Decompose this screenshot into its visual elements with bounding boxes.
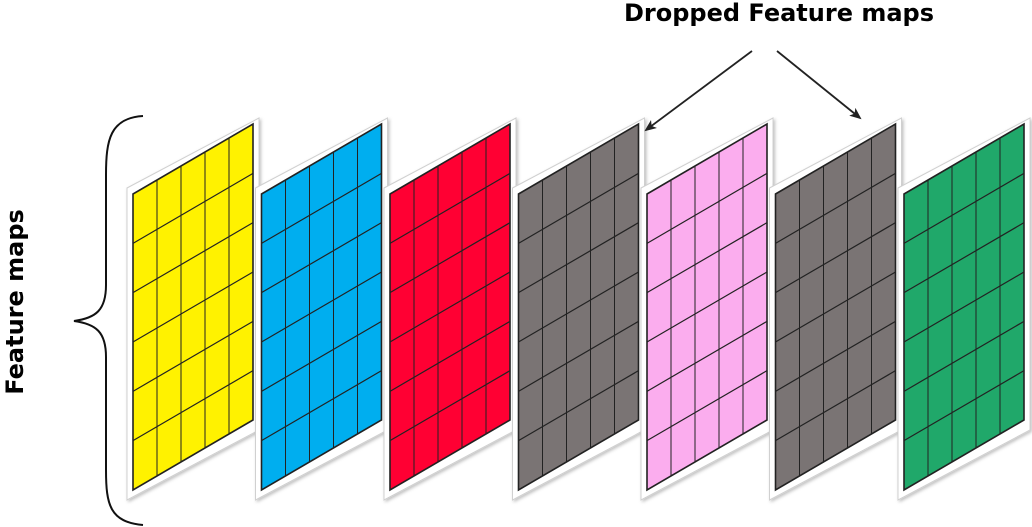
grid-row-line xyxy=(261,320,382,392)
left-brace-icon xyxy=(73,115,144,526)
grid-row-line xyxy=(646,370,768,442)
dropped-feature-maps-label: Dropped Feature maps xyxy=(624,0,934,27)
grid-row-line xyxy=(132,370,254,442)
grid-row-line xyxy=(518,320,639,392)
grid-row-line xyxy=(646,172,768,244)
grid-row-line xyxy=(903,370,1025,442)
arrow-to-dropped-map-2 xyxy=(776,50,862,120)
grid-row-line xyxy=(775,222,896,294)
feature-map-blue xyxy=(255,117,388,501)
grid-row-line xyxy=(518,370,639,442)
feature-map-yellow xyxy=(126,117,260,501)
grid-row-line xyxy=(132,222,254,294)
feature-map-pink xyxy=(640,117,774,501)
feature-map-red xyxy=(383,117,517,501)
grid-row-line xyxy=(389,370,511,442)
grid-row-line xyxy=(775,172,896,244)
grid-row-line xyxy=(646,271,768,343)
grid-row-line xyxy=(518,271,639,343)
grid-row-line xyxy=(518,172,639,244)
grid-row-line xyxy=(775,271,896,343)
grid-row-line xyxy=(132,320,254,392)
grid-row-line xyxy=(261,271,382,343)
grid-row-line xyxy=(261,370,382,442)
feature-map-gray-2 xyxy=(769,117,902,501)
grid-row-line xyxy=(903,172,1025,244)
grid-row-line xyxy=(775,370,896,442)
grid-row-line xyxy=(775,320,896,392)
grid-row-line xyxy=(261,222,382,294)
feature-maps-label: Feature maps xyxy=(1,209,29,395)
grid-row-line xyxy=(903,271,1025,343)
grid-row-line xyxy=(646,222,768,294)
grid-row-line xyxy=(389,271,511,343)
grid-row-line xyxy=(903,320,1025,392)
grid-row-line xyxy=(389,222,511,294)
grid-row-line xyxy=(389,172,511,244)
feature-map-gray xyxy=(512,117,645,501)
feature-map-green xyxy=(897,117,1031,501)
grid-row-line xyxy=(389,320,511,392)
feature-maps-group xyxy=(126,117,1031,501)
grid-row-line xyxy=(132,271,254,343)
grid-row-line xyxy=(646,320,768,392)
grid-row-line xyxy=(518,222,639,294)
grid-row-line xyxy=(132,172,254,244)
grid-row-line xyxy=(261,172,382,244)
arrow-to-dropped-map-1 xyxy=(644,50,753,132)
grid-row-line xyxy=(903,222,1025,294)
